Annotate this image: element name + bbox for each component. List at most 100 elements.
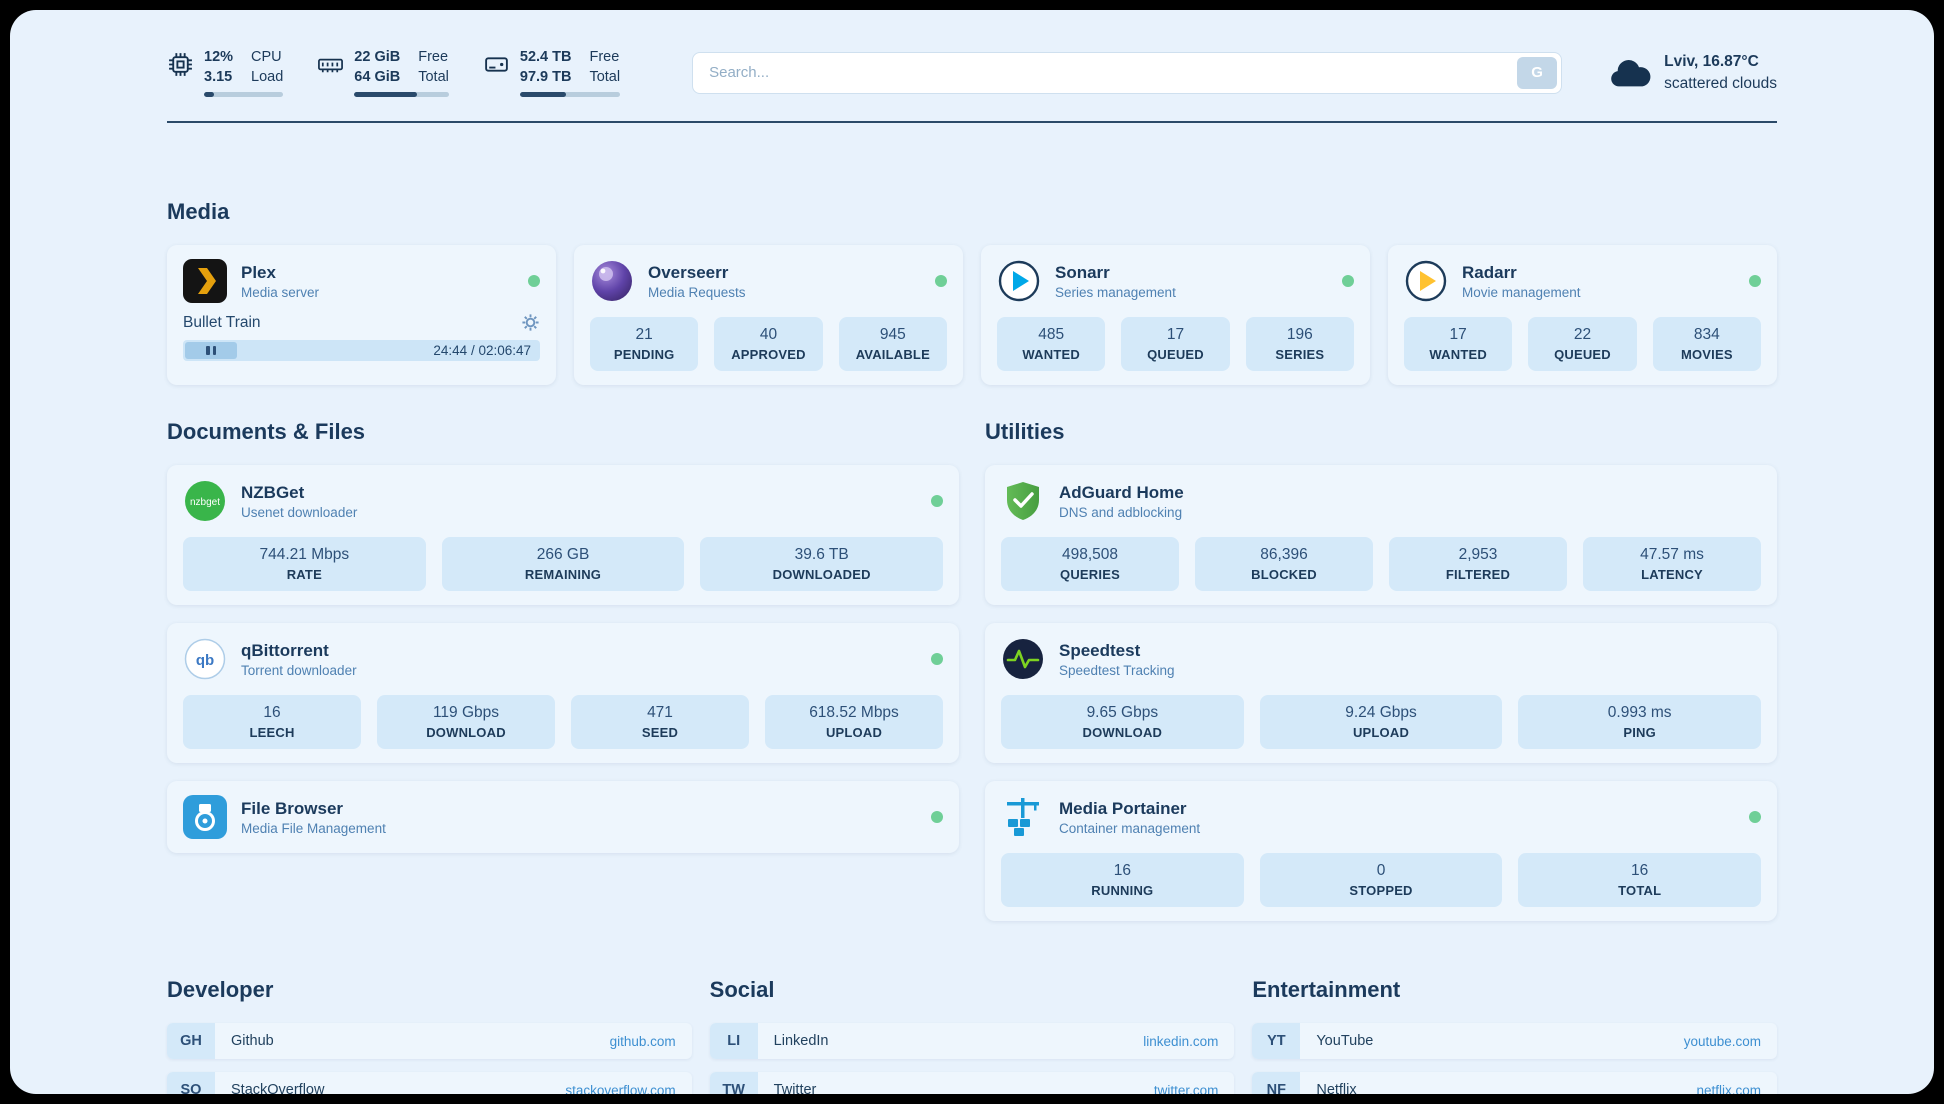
app-subtitle: Movie management	[1462, 284, 1581, 300]
radarr-icon	[1404, 259, 1448, 303]
stat-label: BLOCKED	[1251, 567, 1317, 583]
bookmark-group-developer: Developer GH Github github.com SO StackOverfl…	[167, 977, 692, 1094]
stat-box: 471 SEED	[571, 695, 749, 750]
bookmark-abbr-badge: TW	[709, 1072, 758, 1094]
bookmark-twitter[interactable]: TW Twitter twitter.com	[709, 1072, 1235, 1094]
section-title-documents: Documents & Files	[167, 419, 366, 445]
pause-bar-icon	[212, 346, 216, 356]
bookmark-stackoverflow[interactable]: SO StackOverflow stackoverflow.com	[167, 1072, 692, 1094]
stat-box: 16 TOTAL	[1518, 853, 1762, 908]
overseerr-icon	[590, 259, 634, 303]
stat-box: 17 QUEUED	[1121, 317, 1230, 372]
bookmark-github[interactable]: GH Github github.com	[167, 1023, 692, 1060]
app-card-qbittorrent[interactable]: qb qBittorrent Torrent downloader 16 LEECH 11…	[167, 623, 959, 764]
stat-box: 39.6 TB DOWNLOADED	[700, 537, 944, 592]
app-title: Overseerr	[648, 262, 729, 282]
stat-label: DOWNLOADED	[772, 567, 871, 583]
app-card-media-portainer[interactable]: Media Portainer Container management 16 RUN…	[985, 781, 1777, 922]
stat-label: REMAINING	[524, 567, 602, 583]
section-title-utilities: Utilities	[985, 419, 1065, 445]
stat-label: DOWNLOAD	[426, 725, 506, 741]
app-card-plex[interactable]: Plex Media server Bullet Train 24:44 / 02:0…	[167, 245, 556, 386]
stat-label: UPLOAD	[825, 725, 883, 741]
app-title: Plex	[241, 262, 276, 282]
section-title-media: Media	[167, 199, 230, 225]
stat-value: 834	[1693, 326, 1720, 344]
bookmark-abbr-badge: LI	[709, 1023, 758, 1060]
app-card-speedtest[interactable]: Speedtest Speedtest Tracking 9.65 Gbps DOWN…	[985, 623, 1777, 764]
nzbget-icon: nzbget	[183, 479, 227, 523]
stat-box: 47.57 ms LATENCY	[1583, 537, 1761, 592]
bookmark-youtube[interactable]: YT YouTube youtube.com	[1252, 1023, 1778, 1060]
cpu-label: CPU	[251, 49, 282, 65]
documents-cards-column: nzbget NZBGet Usenet downloader 744.21 Mbps…	[167, 465, 959, 854]
bookmark-abbr-badge: NF	[1252, 1072, 1301, 1094]
app-title: File Browser	[241, 798, 344, 818]
bookmark-linkedin[interactable]: LI LinkedIn linkedin.com	[709, 1023, 1235, 1060]
stat-label: LATENCY	[1641, 567, 1703, 583]
bookmark-netflix[interactable]: NF Netflix netflix.com	[1252, 1072, 1778, 1094]
stat-label: TOTAL	[1618, 883, 1662, 899]
stat-value: 618.52 Mbps	[809, 704, 899, 722]
stat-box: 16 LEECH	[183, 695, 361, 750]
media-cards-row: Plex Media server Bullet Train 24:44 / 02:0…	[167, 245, 1777, 386]
stat-box: 9.65 Gbps DOWNLOAD	[1001, 695, 1244, 750]
bookmarks-area: Developer GH Github github.com SO StackOverfl…	[167, 977, 1778, 1094]
stat-value: 0	[1376, 862, 1386, 880]
stat-label: LEECH	[249, 725, 295, 741]
stat-box: 2,953 FILTERED	[1389, 537, 1567, 592]
memory-progress	[354, 92, 449, 98]
app-card-file-browser[interactable]: File Browser Media File Management	[167, 781, 959, 854]
stat-value: 47.57 ms	[1640, 546, 1704, 564]
app-card-overseerr[interactable]: Overseerr Media Requests 21 PENDING 40 APPROV…	[574, 245, 963, 386]
dashboard-page: 12% 3.15 CPU Load	[10, 10, 1934, 1094]
status-indicator	[528, 275, 540, 288]
stat-label: QUEUED	[1554, 347, 1611, 363]
app-card-radarr[interactable]: Radarr Movie management 17 WANTED 22 QUEUED 83…	[1388, 245, 1777, 386]
utilities-cards-column: AdGuard Home DNS and adblocking 498,508 QUE…	[985, 465, 1777, 922]
search-engine-button[interactable]: G	[1517, 56, 1558, 89]
stat-value: 40	[759, 326, 778, 344]
gear-icon[interactable]	[521, 313, 540, 332]
stat-box: 834 MOVIES	[1652, 317, 1761, 372]
section-title-developer: Developer	[167, 977, 274, 1003]
pause-button[interactable]	[185, 342, 237, 360]
app-card-nzbget[interactable]: nzbget NZBGet Usenet downloader 744.21 Mbps…	[167, 465, 959, 606]
app-subtitle: DNS and adblocking	[1059, 504, 1183, 520]
bookmark-url: github.com	[609, 1033, 676, 1049]
stat-box: 119 Gbps DOWNLOAD	[377, 695, 555, 750]
section-title-social: Social	[709, 977, 775, 1003]
app-subtitle: Speedtest Tracking	[1059, 662, 1175, 678]
stat-label: RUNNING	[1091, 883, 1154, 899]
stat-value: 2,953	[1458, 546, 1498, 564]
status-indicator	[935, 275, 947, 288]
stat-box: 21 PENDING	[590, 317, 699, 372]
stat-value: 17	[1166, 326, 1185, 344]
bookmark-name: Twitter	[773, 1082, 817, 1094]
stat-value: 17	[1449, 326, 1467, 344]
app-subtitle: Media Requests	[648, 284, 746, 300]
qbittorrent-icon: qb	[183, 637, 227, 681]
playback-progress-bar[interactable]: 24:44 / 02:06:47	[183, 340, 540, 362]
search-input[interactable]	[692, 51, 1563, 94]
memory-total-value: 64 GiB	[354, 68, 401, 85]
weather-widget: Lviv, 16.87°C scattered clouds	[1608, 51, 1777, 94]
playback-time: 24:44 / 02:06:47	[433, 343, 531, 359]
bookmark-abbr-badge: GH	[167, 1023, 215, 1060]
app-title: NZBGet	[241, 482, 305, 502]
stat-value: 22	[1573, 326, 1592, 344]
app-title: Radarr	[1462, 262, 1517, 282]
app-card-adguard-home[interactable]: AdGuard Home DNS and adblocking 498,508 QUE…	[985, 465, 1777, 606]
stat-value: 498,508	[1061, 546, 1119, 564]
memory-free-value: 22 GiB	[354, 49, 401, 65]
stat-value: 9.65 Gbps	[1086, 704, 1159, 722]
status-indicator	[931, 653, 943, 666]
stat-box: 0 STOPPED	[1259, 853, 1503, 908]
app-title: Speedtest	[1059, 640, 1141, 660]
status-indicator	[1749, 811, 1761, 824]
svg-text:nzbget: nzbget	[190, 497, 220, 508]
bookmark-group-entertainment: Entertainment YT YouTube youtube.com NF Netfl…	[1252, 977, 1778, 1094]
svg-text:qb: qb	[196, 652, 214, 669]
app-card-sonarr[interactable]: Sonarr Series management 485 WANTED 17 QUEUED…	[981, 245, 1370, 386]
stat-label: PENDING	[613, 347, 675, 363]
